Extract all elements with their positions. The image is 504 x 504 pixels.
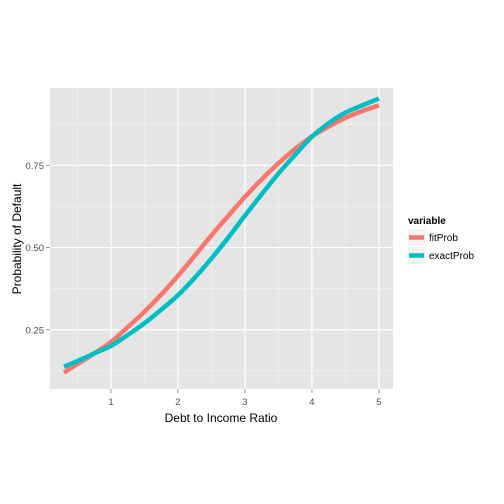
- plot-panel: [50, 88, 393, 389]
- series-layer: [62, 96, 380, 375]
- x-tick-label: 5: [376, 397, 381, 408]
- legend: variable fitProb exactProb: [408, 216, 474, 264]
- y-axis-title: Probability of Default: [10, 183, 24, 294]
- x-tick-label: 3: [242, 397, 247, 408]
- axes: 1 2 3 4 5 0.25 0.50 0.75: [26, 161, 382, 408]
- y-tick-label: 0.75: [26, 161, 45, 172]
- series-line-fitprob: [62, 103, 380, 375]
- y-tick-label: 0.50: [26, 243, 45, 254]
- y-tick-label: 0.25: [26, 325, 45, 336]
- x-tick-label: 1: [108, 397, 113, 408]
- x-tick-label: 4: [309, 397, 314, 408]
- major-gridlines: [50, 88, 393, 389]
- legend-label-fitprob: fitProb: [429, 233, 458, 244]
- legend-label-exactprob: exactProb: [429, 251, 474, 262]
- x-tick-label: 2: [175, 397, 180, 408]
- series-line-exactprob: [63, 96, 380, 369]
- legend-title: variable: [408, 216, 446, 227]
- x-axis-title: Debt to Income Ratio: [165, 411, 278, 425]
